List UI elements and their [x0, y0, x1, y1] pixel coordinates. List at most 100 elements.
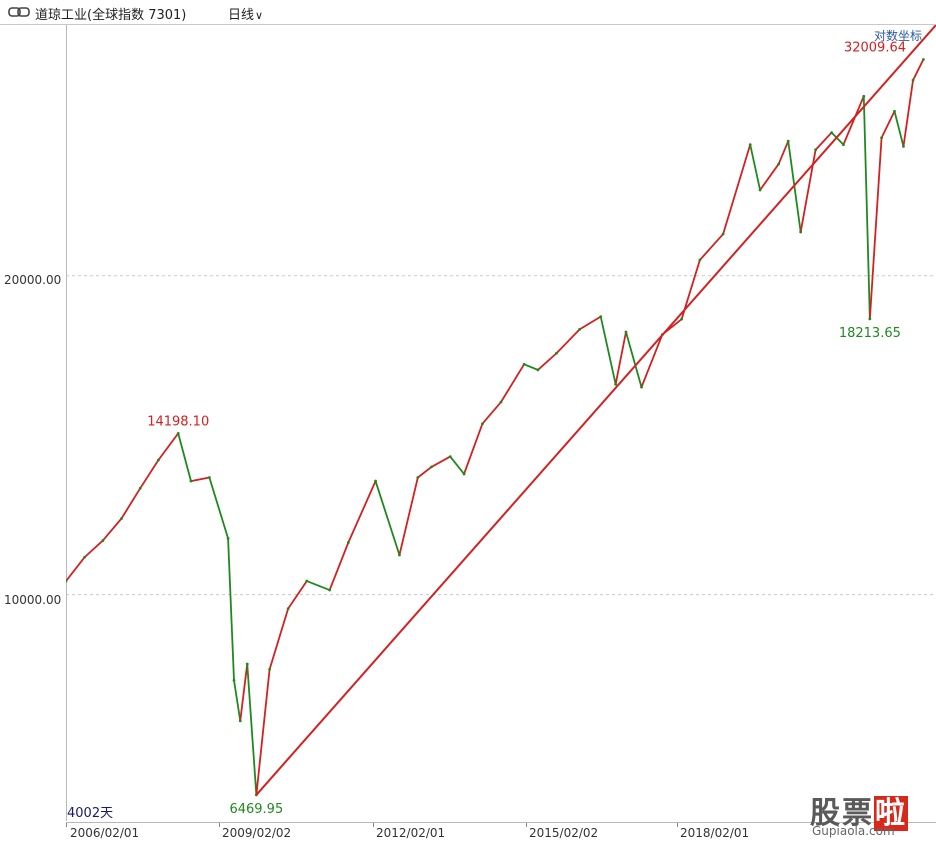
log-scale-toggle[interactable]: 对数坐标: [873, 29, 922, 43]
annotation-label-2: 18213.65: [839, 326, 901, 341]
price-segment: [347, 480, 377, 544]
price-segment: [799, 148, 817, 233]
price-point: [101, 539, 105, 542]
price-point: [189, 479, 193, 483]
price-point: [614, 382, 618, 386]
x-tick-label-2012: 2012/02/01: [376, 826, 446, 840]
price-segment: [578, 315, 602, 331]
price-segment: [83, 539, 104, 559]
price-segment: [120, 487, 142, 520]
price-segment: [599, 315, 617, 386]
price-point: [66, 579, 68, 583]
price-segment: [233, 679, 242, 722]
price-point: [522, 362, 526, 366]
site-watermark: 股票啦 Gupiaola.com: [810, 788, 930, 842]
price-point: [777, 162, 781, 166]
x-tick: [219, 823, 220, 827]
price-point: [232, 678, 236, 682]
price-point: [238, 719, 242, 723]
period-dropdown[interactable]: 日线∨: [228, 4, 263, 23]
price-segment: [862, 95, 871, 320]
price-segment: [255, 668, 271, 796]
price-segment: [305, 580, 331, 591]
price-segment: [640, 333, 664, 389]
price-segment: [449, 455, 465, 475]
price-segment: [246, 663, 258, 796]
price-segment: [430, 455, 452, 468]
price-segment: [868, 136, 883, 320]
price-segment: [537, 352, 558, 371]
price-segment: [463, 422, 484, 475]
price-point: [430, 465, 433, 469]
price-point: [640, 385, 643, 389]
price-segment: [777, 140, 790, 165]
x-tick: [526, 823, 527, 827]
annotation-label-3: 32009.64: [844, 40, 906, 55]
price-segment: [842, 95, 865, 146]
price-segment: [398, 476, 419, 556]
price-point: [758, 188, 762, 192]
price-point: [868, 317, 872, 321]
price-point: [286, 607, 290, 611]
date-axis: 2006/02/01 2009/02/02 2012/02/01 2015/02…: [66, 822, 936, 846]
price-segment: [416, 466, 433, 479]
price-point: [138, 486, 142, 490]
x-tick: [66, 823, 67, 827]
price-segment: [208, 476, 229, 540]
price-segment: [328, 541, 350, 591]
price-segment: [749, 143, 761, 191]
price-point: [207, 476, 211, 479]
price-segment: [190, 476, 211, 482]
price-point: [157, 458, 160, 462]
price-point: [786, 139, 790, 143]
price-point: [880, 136, 883, 140]
price-segment: [66, 556, 86, 582]
price-segment: [698, 233, 725, 261]
price-segment: [614, 331, 627, 386]
price-point: [578, 327, 582, 331]
price-segment: [500, 363, 526, 403]
price-point: [748, 143, 752, 147]
y-tick-label-20000: 20000.00: [4, 273, 62, 287]
instrument-name: 道琼工业(全球指数 7301): [35, 8, 187, 23]
annotation-label-0: 14198.10: [147, 414, 209, 429]
trend-line: [255, 25, 936, 796]
link-icon[interactable]: [8, 6, 30, 18]
price-point: [328, 588, 332, 592]
price-point: [536, 368, 540, 372]
price-segment: [177, 432, 192, 482]
price-segment: [523, 363, 539, 371]
price-segment: [902, 79, 914, 148]
price-segment: [268, 607, 290, 671]
price-point: [555, 351, 558, 355]
price-chart[interactable]: 14198.10 6469.95 18213.65 32009.64: [66, 25, 936, 822]
chart-title-bar: 道琼工业(全球指数 7301) 日线∨: [0, 0, 936, 25]
price-point: [830, 131, 833, 135]
price-segment: [893, 110, 905, 148]
price-segment: [287, 580, 308, 610]
price-point: [176, 431, 180, 435]
x-tick: [677, 823, 678, 827]
price-point: [374, 479, 377, 483]
price-segment: [912, 58, 925, 82]
price-point: [305, 579, 309, 583]
watermark-url: Gupiaola.com: [812, 824, 895, 838]
price-point: [680, 317, 684, 321]
day-count: 4002天: [67, 806, 114, 821]
price-point: [721, 232, 725, 236]
price-segment: [830, 131, 845, 146]
price-point: [902, 144, 905, 148]
price-point: [842, 143, 845, 147]
price-point: [814, 148, 817, 152]
price-point: [245, 662, 249, 666]
price-point: [624, 330, 628, 334]
price-point: [120, 517, 123, 520]
y-tick-label-10000: 10000.00: [4, 593, 62, 607]
price-point: [448, 455, 452, 458]
x-tick: [373, 823, 374, 827]
price-segment: [239, 663, 249, 722]
price-segment: [102, 517, 123, 542]
price-segment: [722, 143, 752, 235]
x-tick-label-2006: 2006/02/01: [70, 826, 140, 840]
chevron-down-icon: ∨: [255, 9, 264, 22]
